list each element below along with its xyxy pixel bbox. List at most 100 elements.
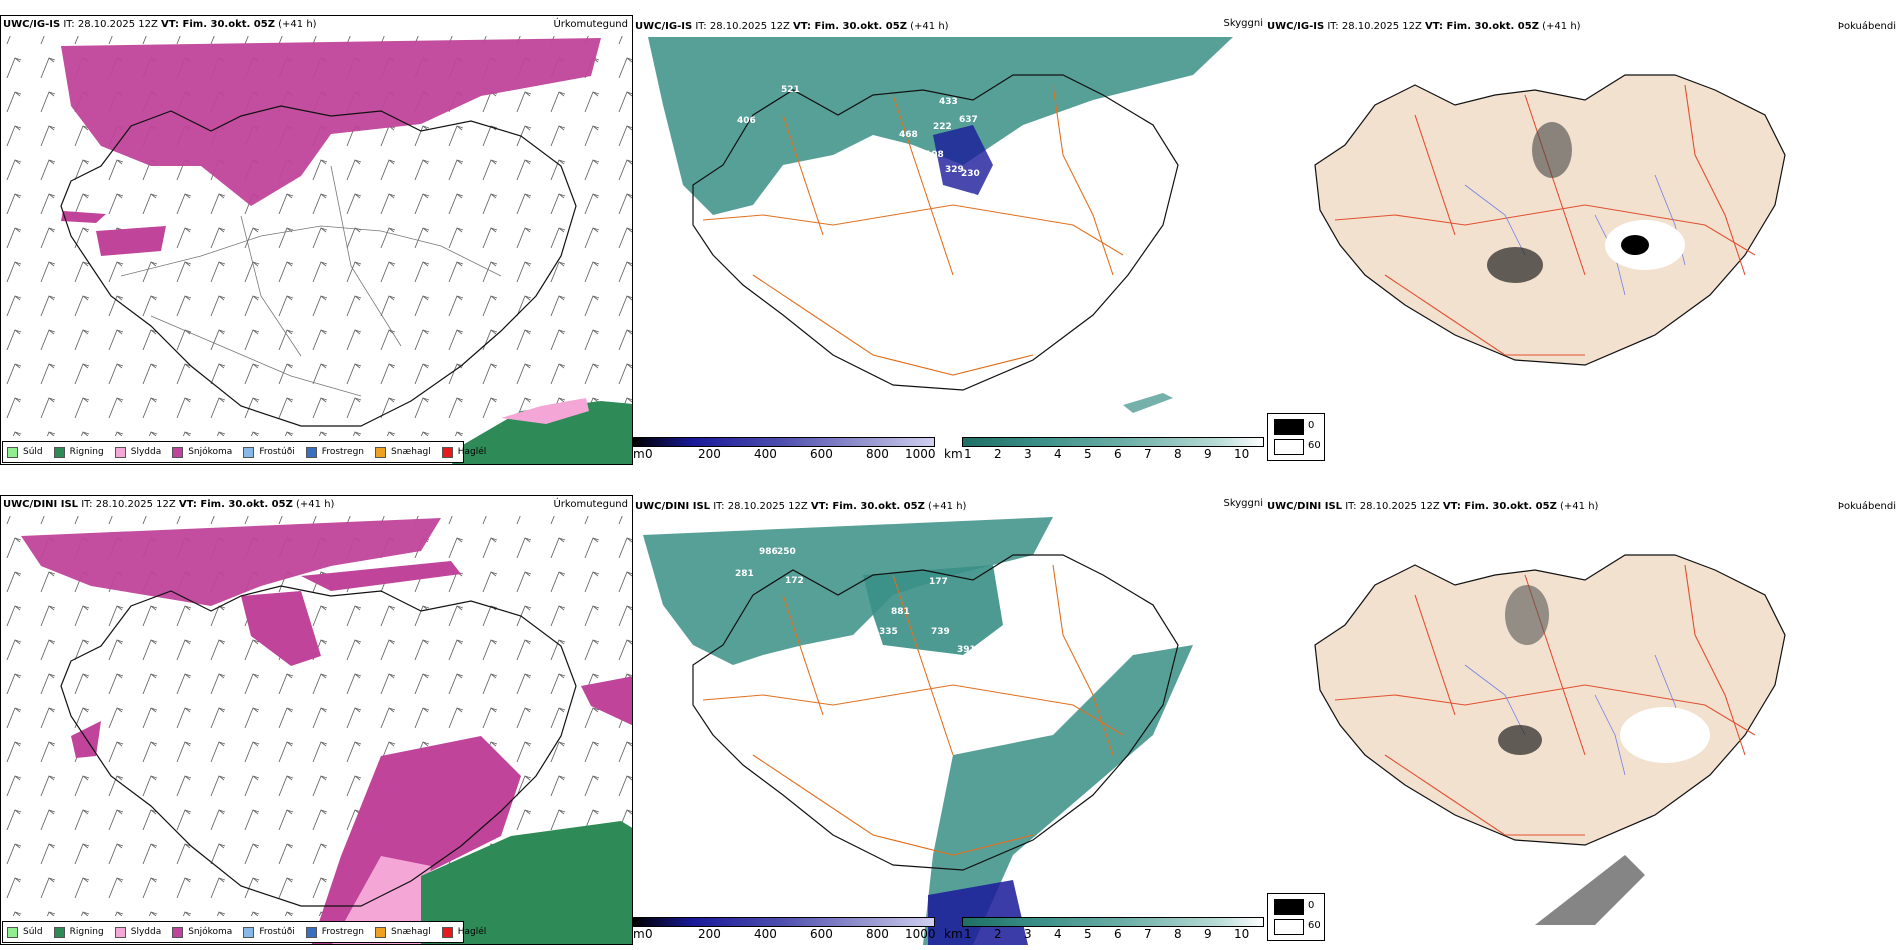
- panel-title: UWC/IG-IS IT: 28.10.2025 12Z VT: Fim. 30…: [635, 21, 949, 32]
- tick-label: 2: [994, 447, 1002, 461]
- tick-label: 200: [698, 447, 721, 461]
- panel-parameter-name: Úrkomutegund: [553, 499, 628, 510]
- fog-legend-swatch: [1274, 919, 1304, 935]
- iceland-coast: [60, 585, 577, 907]
- fog-spot: [1498, 725, 1542, 755]
- tick-label: 10: [1234, 927, 1250, 941]
- tick-label: 4: [1054, 447, 1062, 461]
- peak-label: 329: [945, 165, 964, 175]
- peak-label: 739: [931, 627, 950, 637]
- panel-title: UWC/DINI ISL IT: 28.10.2025 12Z VT: Fim.…: [635, 501, 967, 512]
- panel-title: UWC/IG-IS IT: 28.10.2025 12Z VT: Fim. 30…: [1267, 21, 1581, 32]
- legend-item-slydda: Slydda: [114, 446, 161, 458]
- low-cloud-area: [1123, 393, 1173, 413]
- legend-swatch: [305, 446, 317, 458]
- cloud-map: [643, 517, 1193, 945]
- tick-label: 8: [1174, 927, 1182, 941]
- legend-item-rigning: Rigning: [53, 926, 104, 938]
- peak-label: 92: [1045, 903, 1058, 913]
- tick-label: 7: [1144, 447, 1152, 461]
- rain-area: [421, 821, 632, 944]
- peak-label: 468: [899, 130, 918, 140]
- panel-parameter-name: Skyggni: [1223, 18, 1263, 29]
- legend-item-sudd: Súld: [7, 926, 43, 938]
- fog-legend-label: 60: [1308, 440, 1321, 451]
- peak-label: 637: [959, 115, 978, 125]
- tick-label: 800: [866, 927, 889, 941]
- legend-swatch: [243, 446, 255, 458]
- panel-title: UWC/IG-IS IT: 28.10.2025 12Z VT: Fim. 30…: [3, 19, 317, 30]
- low-ceiling-area: [933, 125, 993, 195]
- tick-label: 400: [754, 927, 777, 941]
- low-cloud-area: [923, 645, 1193, 945]
- legend-item-haglel: Haglél: [441, 446, 486, 458]
- low-cloud-area: [648, 37, 1233, 215]
- fog-map: [1314, 554, 1786, 925]
- colorbar-gradient: [633, 917, 935, 927]
- colorbar-gradient: [633, 437, 935, 447]
- peak-label: 433: [939, 97, 958, 107]
- tick-label: 0: [645, 447, 653, 461]
- peak-labels: 521 406 433 637 468 403 222 108 329 230 …: [633, 15, 1265, 465]
- fog-map: [1314, 74, 1786, 366]
- peak-label: 406: [737, 116, 756, 126]
- panel-parameter-name: Úrkomutegund: [553, 19, 628, 30]
- precip-legend: Súld Rigning Slydda Snjókoma Frostúði Fr…: [2, 921, 486, 943]
- legend-item-frostregn: Frostregn: [305, 926, 364, 938]
- tick-label: 3: [1024, 447, 1032, 461]
- cloud-map: [648, 37, 1233, 413]
- roads: [1334, 84, 1756, 356]
- tick-label: 1: [964, 927, 972, 941]
- iceland-coast: [692, 74, 1179, 391]
- fog-spot: [1532, 122, 1572, 178]
- tick-label: 0: [645, 927, 653, 941]
- low-cloud-area: [863, 565, 1003, 655]
- rain-area: [452, 401, 632, 464]
- roads: [1334, 564, 1756, 836]
- peak-label: 154: [957, 193, 976, 203]
- snow-area: [301, 561, 461, 591]
- tick-label: 600: [810, 447, 833, 461]
- legend-item-snaehagl: Snæhagl: [375, 926, 431, 938]
- precip-legend: Súld Rigning Slydda Snjókoma Frostúði Fr…: [2, 441, 486, 463]
- legend-swatch: [375, 446, 387, 458]
- legend-item-frostudi: Frostúði: [243, 446, 295, 458]
- legend-item-frostregn: Frostregn: [305, 446, 364, 458]
- iceland-land: [1314, 74, 1786, 366]
- low-cloud-area: [643, 517, 1053, 665]
- tick-label: 3: [1024, 927, 1032, 941]
- legend-item-rigning: Rigning: [53, 446, 104, 458]
- legend-swatch: [441, 926, 453, 938]
- legend-swatch: [114, 446, 126, 458]
- fog-legend-swatch: [1274, 899, 1304, 915]
- legend-item-snjokoma: Snjókoma: [172, 926, 232, 938]
- peak-label: 222: [933, 122, 952, 132]
- peak-label: 61: [943, 713, 956, 723]
- legend-item-snjokoma: Snjókoma: [172, 446, 232, 458]
- tick-label: 4: [1054, 927, 1062, 941]
- legend-swatch: [375, 926, 387, 938]
- colorbar-gradient: [962, 437, 1264, 447]
- panel-parameter-name: Þokuábendi: [1837, 21, 1896, 32]
- ceiling-colorbar: m 0 200 400 600 800 1000: [633, 437, 938, 461]
- tick-label: 9: [1204, 927, 1212, 941]
- panel-title: UWC/DINI ISL IT: 28.10.2025 12Z VT: Fim.…: [3, 499, 335, 510]
- tick-label: 5: [1084, 447, 1092, 461]
- peak-label: 177: [929, 577, 948, 587]
- low-ceiling-area: [928, 880, 1028, 945]
- fog-spot: [1620, 707, 1710, 763]
- fog-panel-2: UWC/DINI ISL IT: 28.10.2025 12Z VT: Fim.…: [1265, 495, 1900, 945]
- tick-label: 200: [698, 927, 721, 941]
- fog-legend-swatch: [1274, 439, 1304, 455]
- iceland-coast: [60, 105, 577, 427]
- peak-label: 250: [777, 547, 796, 557]
- legend-item-frostudi: Frostúði: [243, 926, 295, 938]
- legend-item-snaehagl: Snæhagl: [375, 446, 431, 458]
- tick-label: 6: [1114, 447, 1122, 461]
- cloud-visibility-panel-1: UWC/IG-IS IT: 28.10.2025 12Z VT: Fim. 30…: [633, 15, 1265, 465]
- peak-label: 281: [735, 569, 754, 579]
- legend-swatch: [53, 446, 65, 458]
- fog-legend: 0 60: [1267, 893, 1325, 941]
- legend-item-haglel: Haglél: [441, 926, 486, 938]
- peak-label: 403: [887, 145, 906, 155]
